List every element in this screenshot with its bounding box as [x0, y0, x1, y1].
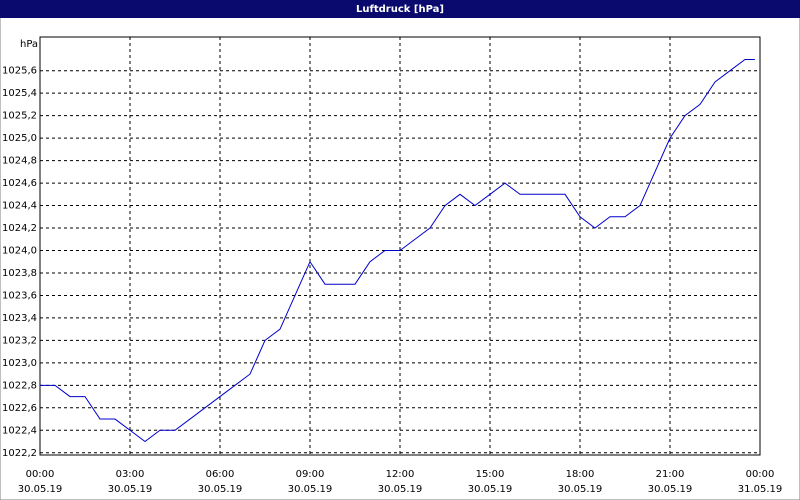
- x-tick-date: 31.05.19: [738, 484, 783, 495]
- x-tick-label: 00:00: [746, 469, 775, 480]
- y-tick-label: 1022,6: [2, 403, 37, 414]
- y-tick-label: 1024,0: [2, 245, 37, 256]
- x-tick-date: 30.05.19: [558, 484, 603, 495]
- y-tick-label: 1025,6: [2, 66, 37, 77]
- x-tick-label: 06:00: [206, 469, 235, 480]
- y-tick-label: 1024,4: [2, 201, 37, 212]
- x-tick-label: 12:00: [386, 469, 415, 480]
- y-tick-label: 1025,4: [2, 88, 37, 99]
- x-tick-label: 00:00: [26, 469, 55, 480]
- y-tick-label: 1023,0: [2, 358, 37, 369]
- x-tick-label: 03:00: [116, 469, 145, 480]
- y-tick-label: 1024,8: [2, 156, 37, 167]
- title-bar: [0, 0, 800, 18]
- y-tick-label: 1025,2: [2, 111, 37, 122]
- x-tick-date: 30.05.19: [18, 484, 63, 495]
- x-tick-date: 30.05.19: [288, 484, 333, 495]
- x-tick-date: 30.05.19: [648, 484, 693, 495]
- y-tick-label: 1024,2: [2, 223, 37, 234]
- x-tick-label: 18:00: [566, 469, 595, 480]
- x-tick-label: 21:00: [656, 469, 685, 480]
- y-tick-label: 1024,6: [2, 178, 37, 189]
- y-tick-label: 1025,0: [2, 133, 37, 144]
- x-tick-date: 30.05.19: [378, 484, 423, 495]
- x-tick-label: 15:00: [476, 469, 505, 480]
- data-line: [40, 58, 755, 443]
- y-tick-label: 1023,2: [2, 335, 37, 346]
- y-tick-label: 1023,4: [2, 313, 37, 324]
- y-tick-label: 1022,4: [2, 425, 37, 436]
- x-tick-label: 09:00: [296, 469, 325, 480]
- y-tick-label: 1023,6: [2, 290, 37, 301]
- y-tick-label: 1022,8: [2, 380, 37, 391]
- plot-border: [39, 36, 761, 456]
- y-axis-label: hPa: [20, 39, 38, 50]
- x-tick-date: 30.05.19: [198, 484, 243, 495]
- x-tick-date: 30.05.19: [108, 484, 153, 495]
- y-tick-label: 1022,2: [2, 448, 37, 459]
- chart-title: Luftdruck [hPa]: [356, 4, 444, 15]
- y-tick-label: 1023,8: [2, 268, 37, 279]
- x-tick-date: 30.05.19: [468, 484, 513, 495]
